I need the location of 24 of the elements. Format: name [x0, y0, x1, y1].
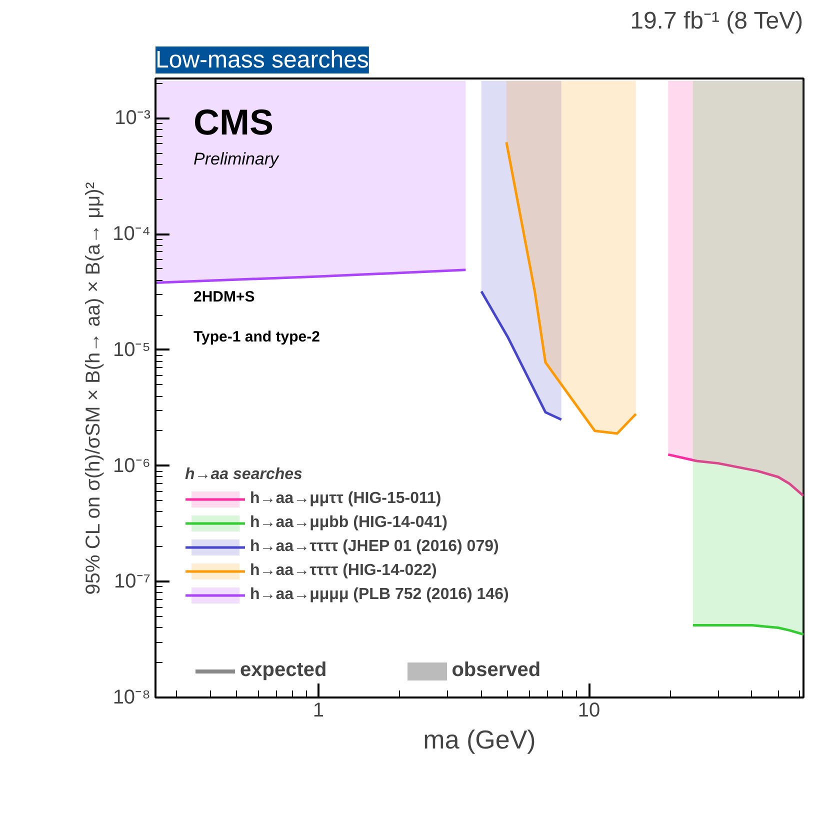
legend-label: h→aa→μμbb (HIG-14-041)	[250, 514, 448, 532]
annotation: CMS	[194, 102, 274, 142]
legend-label: h→aa→μμμμ (PLB 752 (2016) 146)	[250, 586, 509, 604]
y-tick-label: 10⁻⁶	[113, 454, 151, 477]
legend-title: h→aa searches	[185, 466, 304, 484]
legend-label: h→aa→ττττ (HIG-14-022)	[250, 562, 437, 580]
chart-title: 19.7 fb⁻¹ (8 TeV)	[630, 8, 804, 34]
x-tick-label: 10	[578, 700, 600, 722]
text: Low-mass searches	[156, 46, 369, 74]
y-tick-label: 10⁻⁵	[112, 338, 151, 361]
annotation: 2HDM+S	[194, 288, 255, 306]
x-axis-title: ma (GeV)	[423, 724, 536, 754]
legend-label: h→aa→ττττ (JHEP 01 (2016) 079)	[250, 538, 499, 556]
y-tick-label: 10⁻³	[114, 107, 151, 130]
annotation: Type-1 and type-2	[194, 328, 320, 346]
legend-label: h→aa→μμττ (HIG-15-011)	[250, 490, 442, 508]
annotation: Preliminary	[194, 150, 280, 168]
y-tick-label: 10⁻⁸	[112, 686, 151, 708]
y-tick-label: 10⁻⁴	[112, 223, 151, 246]
y-tick-label: 10⁻⁷	[114, 570, 150, 593]
annotation: observed	[452, 659, 541, 682]
annotation: expected	[240, 659, 327, 682]
x-tick-label: 1	[312, 700, 324, 722]
y-axis-title: 95% CL on σ(h)/σSM × B(h→ aa) × B(a→ μμ)²	[82, 182, 105, 595]
